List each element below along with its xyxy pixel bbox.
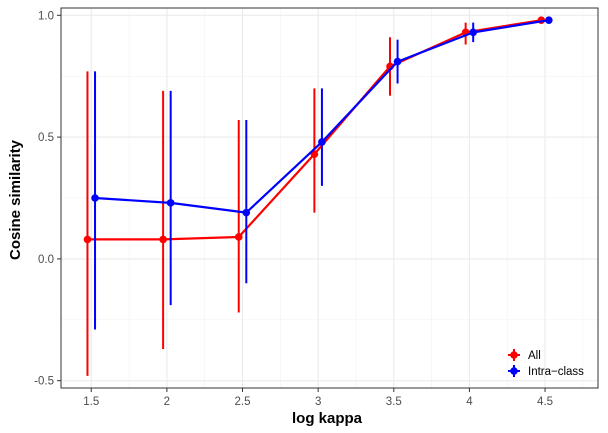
- y-tick-label: 0.5: [38, 132, 54, 144]
- legend: All Intra−class: [508, 349, 584, 378]
- data-point: [234, 233, 243, 241]
- data-point: [242, 208, 251, 217]
- x-tick-label: 3.5: [386, 396, 402, 408]
- x-tick-label: 1.5: [83, 396, 99, 408]
- data-point: [318, 138, 326, 146]
- axes: 1.5 2 2.5 3 3.5 4 4.5 -0.5 0.0 0.5 1.0: [34, 7, 599, 408]
- x-tick-label: 4: [466, 396, 473, 408]
- legend-label: All: [528, 350, 541, 362]
- series-1: [91, 16, 553, 330]
- data-point: [166, 199, 175, 207]
- grid: [61, 8, 598, 388]
- x-tick-label: 3: [315, 396, 321, 408]
- y-tick-label: -0.5: [34, 376, 54, 388]
- x-axis-title: log kappa: [292, 410, 363, 427]
- series-0: [83, 16, 546, 376]
- x-tick-label: 2.5: [235, 396, 251, 408]
- x-tick-label: 2: [164, 396, 170, 408]
- legend-key-point: [510, 367, 518, 375]
- data-point: [91, 194, 99, 202]
- data-point: [159, 235, 167, 244]
- data-point: [393, 57, 402, 66]
- y-tick-label: 1.0: [38, 10, 54, 22]
- y-tick-label: 0.0: [38, 254, 54, 266]
- legend-key-point: [510, 351, 518, 359]
- panel-border: [60, 7, 599, 389]
- x-tick-label: 4.5: [537, 396, 553, 408]
- data-point: [545, 16, 553, 24]
- data-point: [83, 235, 92, 244]
- y-axis-title: Cosine similarity: [7, 139, 24, 260]
- legend-item-0: All: [508, 349, 541, 362]
- legend-item-1: Intra−class: [508, 365, 584, 378]
- plot-series: [83, 16, 553, 376]
- data-point: [469, 28, 478, 37]
- legend-label: Intra−class: [528, 366, 584, 378]
